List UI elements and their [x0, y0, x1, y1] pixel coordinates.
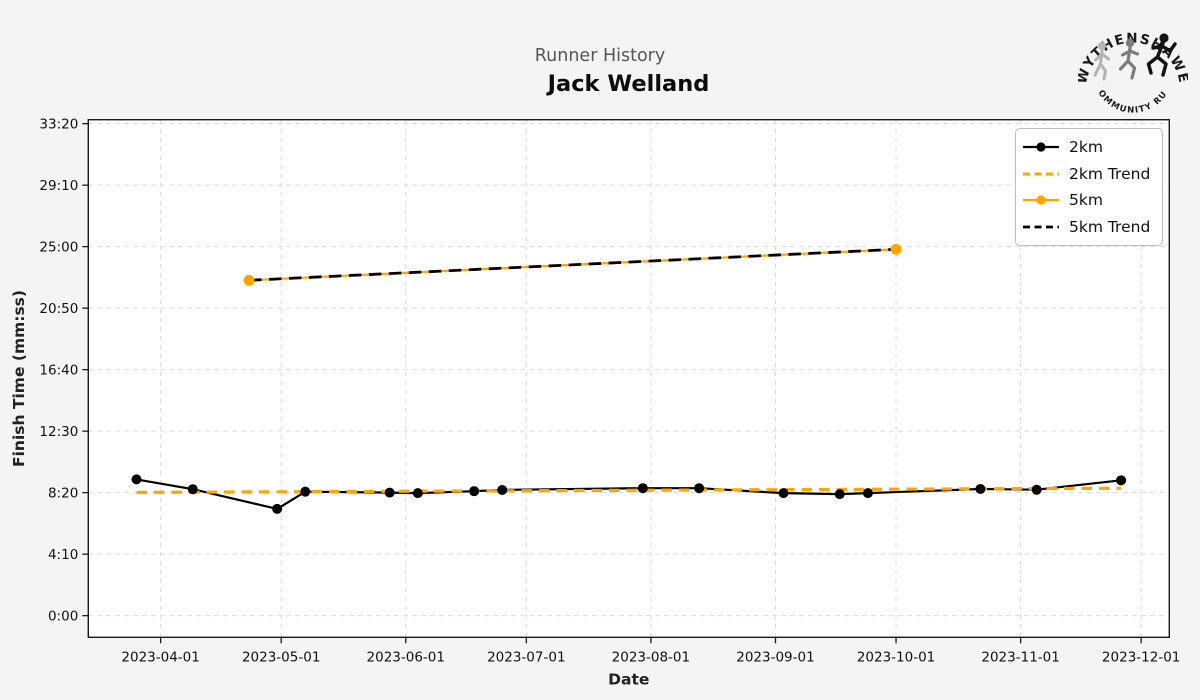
data-point-2km — [1031, 484, 1042, 495]
legend-label: 5km — [1069, 191, 1103, 210]
y-tick-label: 25:00 — [39, 239, 78, 255]
x-tick-label: 2023-04-01 — [121, 649, 199, 665]
legend-item-5km: 5km — [1021, 187, 1154, 214]
data-point-2km — [384, 487, 395, 498]
data-point-2km — [300, 486, 311, 497]
data-point-5km — [243, 274, 255, 286]
series-line-5km-trend — [248, 247, 897, 282]
data-point-2km — [187, 484, 198, 495]
y-tick-label: 20:50 — [39, 301, 78, 317]
data-point-2km — [272, 503, 283, 514]
community-run-logo: WYTHENSHAWE COMMUNITY RUN — [1078, 8, 1188, 116]
tick-labels: 0:00 4:10 8:20 12:30 16:40 20:50 25:00 29:10 33:… — [39, 116, 1180, 665]
x-axis-label: Date — [608, 670, 649, 688]
y-tick-label: 12:30 — [39, 424, 78, 440]
plot-background — [88, 119, 1170, 638]
runner-figures-icon — [1093, 33, 1177, 81]
gridlines — [88, 119, 1170, 638]
x-tick-label: 2023-12-01 — [1102, 649, 1180, 665]
y-tick-label: 33:20 — [39, 116, 78, 132]
series-markers — [131, 243, 1127, 514]
x-tick-label: 2023-07-01 — [487, 649, 565, 665]
x-tick-label: 2023-09-01 — [736, 649, 814, 665]
data-point-2km — [694, 483, 705, 494]
y-tick-label: 4:10 — [48, 547, 78, 563]
data-point-2km — [1116, 475, 1127, 486]
plot-border — [87, 118, 1171, 638]
y-tick-label: 8:20 — [48, 485, 78, 501]
data-point-2km — [862, 488, 873, 499]
series-line-2km — [136, 478, 1122, 511]
x-tick-label: 2023-05-01 — [242, 649, 320, 665]
legend-label: 2km — [1069, 138, 1103, 157]
legend-line-sample-icon — [1023, 172, 1059, 176]
x-tick-label: 2023-06-01 — [367, 649, 445, 665]
data-point-2km — [778, 488, 789, 499]
y-axis-label: Finish Time (mm:ss) — [10, 290, 28, 467]
legend-line-sample-icon — [1023, 195, 1059, 205]
data-point-2km — [637, 483, 648, 494]
data-point-2km — [412, 488, 423, 499]
legend-label: 2km Trend — [1069, 164, 1151, 183]
chart-suptitle: Runner History — [534, 46, 666, 66]
y-tick-label: 29:10 — [39, 178, 78, 194]
legend-label: 5km Trend — [1069, 217, 1151, 236]
data-point-5km — [890, 243, 902, 255]
x-tick-label: 2023-11-01 — [981, 649, 1059, 665]
data-point-2km — [131, 474, 142, 485]
runner-name-title: Jack Welland — [547, 71, 710, 97]
x-tick-label: 2023-08-01 — [612, 649, 690, 665]
data-point-2km — [469, 486, 480, 497]
legend-item-2km-trend: 2km Trend — [1021, 161, 1154, 188]
legend-line-sample-icon — [1023, 225, 1059, 229]
y-tick-label: 0:00 — [48, 608, 78, 624]
legend-item-2km: 2km — [1021, 134, 1154, 161]
data-point-2km — [497, 484, 508, 495]
legend-line-sample-icon — [1023, 142, 1059, 152]
tick-marks — [82, 122, 1142, 644]
legend: 2km 2km Trend 5km 5km Trend — [1015, 128, 1163, 246]
data-point-2km — [834, 489, 845, 500]
data-point-2km — [975, 483, 986, 494]
y-tick-label: 16:40 — [39, 362, 78, 378]
x-tick-label: 2023-10-01 — [857, 649, 935, 665]
legend-item-5km-trend: 5km Trend — [1021, 214, 1154, 241]
